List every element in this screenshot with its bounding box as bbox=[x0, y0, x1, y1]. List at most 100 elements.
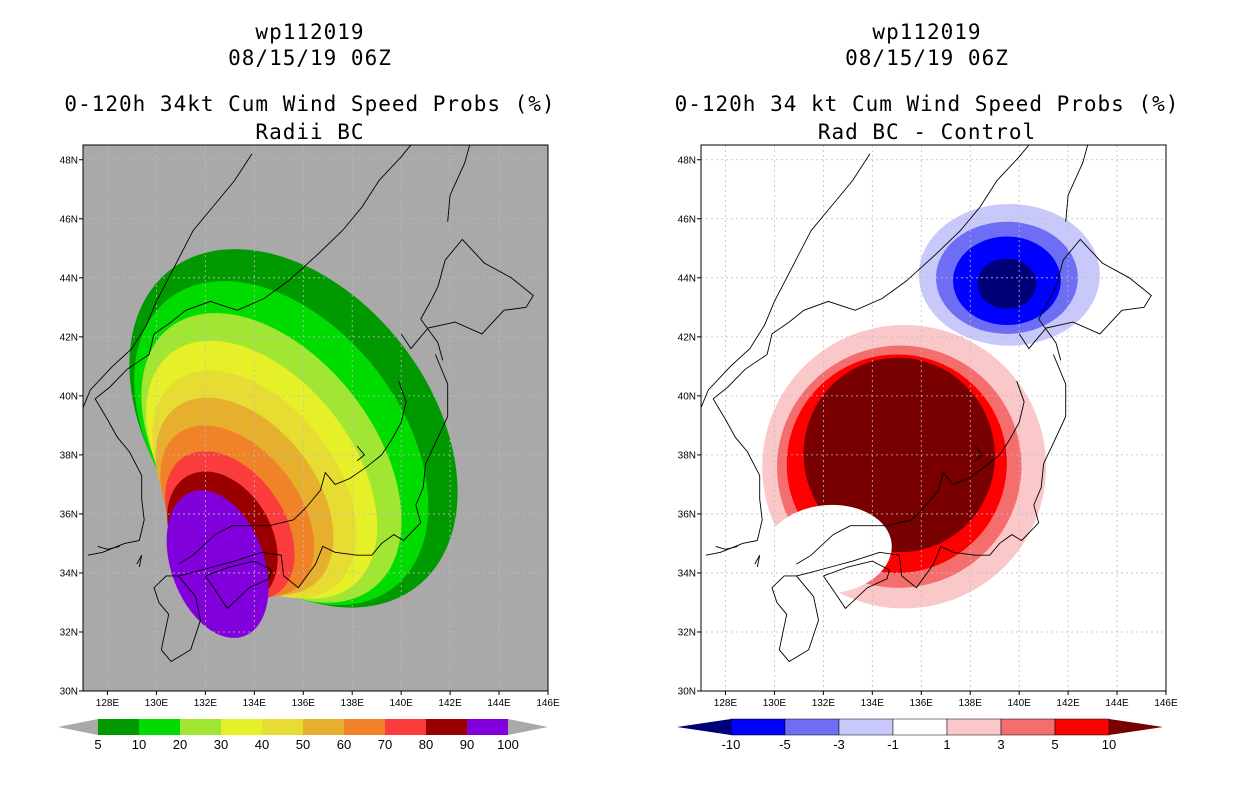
left-coastline bbox=[447, 145, 471, 222]
right-coastline bbox=[754, 554, 761, 568]
left-colorbar-label: 60 bbox=[337, 737, 351, 752]
right-coastline bbox=[712, 321, 790, 541]
left-coastline bbox=[205, 560, 272, 610]
right-subtitle: Rad BC - Control bbox=[817, 120, 1037, 144]
left-lon-tick-label: 142E bbox=[438, 698, 462, 709]
right-coastline bbox=[1065, 145, 1089, 222]
left-colorbar-label: 80 bbox=[419, 737, 433, 752]
right-coastline bbox=[796, 354, 1067, 589]
right-lon-tick-label: 144E bbox=[1105, 698, 1129, 709]
left-lon-tick-label: 144E bbox=[487, 698, 511, 709]
left-lon-tick-label: 134E bbox=[243, 698, 267, 709]
left-lat-tick-label: 40N bbox=[60, 391, 78, 402]
left-lat-tick-label: 44N bbox=[60, 273, 78, 284]
right-lon-tick-label: 142E bbox=[1056, 698, 1080, 709]
left-lat-tick-label: 38N bbox=[60, 450, 78, 461]
right-lon-tick-label: 132E bbox=[812, 698, 836, 709]
left-colorbar-high-arrow bbox=[508, 719, 548, 735]
right-coastline bbox=[715, 545, 738, 550]
right-gridlines bbox=[701, 145, 1166, 691]
right-coastlines bbox=[701, 145, 1152, 663]
left-subtitle: Radii BC bbox=[255, 120, 365, 144]
left-lat-tick-label: 42N bbox=[60, 332, 78, 343]
left-coastline bbox=[170, 145, 412, 323]
right-lon-tick-label: 136E bbox=[910, 698, 934, 709]
left-coastline bbox=[94, 321, 172, 541]
left-coastline bbox=[356, 445, 366, 462]
left-coastline bbox=[136, 554, 143, 568]
left-storm-id: wp112019 bbox=[255, 20, 365, 44]
right-colorbar-label: 1 bbox=[943, 737, 950, 752]
right-lat-tick-label: 42N bbox=[678, 332, 696, 343]
right-lat-tick-label: 32N bbox=[678, 627, 696, 638]
left-gridlines bbox=[83, 145, 548, 691]
left-colorbar-swatch bbox=[426, 719, 467, 735]
right-colorbar-low-arrow bbox=[677, 719, 731, 735]
left-colorbar-swatch bbox=[221, 719, 262, 735]
right-lon-tick-label: 128E bbox=[714, 698, 738, 709]
right-colorbar-swatch bbox=[1054, 718, 1110, 736]
right-lat-tick-label: 48N bbox=[678, 155, 696, 166]
left-colorbar-label: 50 bbox=[296, 737, 310, 752]
right-coastline bbox=[701, 153, 871, 408]
right-colorbar-high-arrow bbox=[1109, 719, 1163, 735]
left-colorbar-swatch bbox=[98, 719, 139, 735]
right-colorbar-swatch bbox=[784, 718, 840, 736]
left-lon-tick-label: 136E bbox=[292, 698, 316, 709]
right-contour-band-3 bbox=[803, 357, 995, 553]
left-colorbar-label: 100 bbox=[497, 737, 519, 752]
right-lon-tick-label: 130E bbox=[763, 698, 787, 709]
left-lon-tick-label: 132E bbox=[194, 698, 218, 709]
right-title: 0-120h 34 kt Cum Wind Speed Probs (%) bbox=[674, 92, 1180, 116]
left-lat-tick-label: 30N bbox=[60, 687, 78, 698]
right-lat-tick-label: 30N bbox=[678, 687, 696, 698]
left-colorbar-swatch bbox=[303, 719, 344, 735]
left-coastline bbox=[83, 153, 253, 408]
right-colorbar-swatch bbox=[892, 718, 948, 736]
right-lon-tick-label: 134E bbox=[861, 698, 885, 709]
left-coastline bbox=[178, 380, 407, 565]
left-lat-tick-label: 46N bbox=[60, 214, 78, 225]
left-lon-tick-label: 130E bbox=[145, 698, 169, 709]
left-lon-tick-label: 146E bbox=[536, 698, 560, 709]
left-colorbar-swatch bbox=[344, 719, 385, 735]
right-lon-tick-label: 140E bbox=[1007, 698, 1031, 709]
left-lon-tick-label: 138E bbox=[341, 698, 365, 709]
left-coastline bbox=[400, 238, 534, 361]
left-lat-tick-label: 34N bbox=[60, 568, 78, 579]
right-lat-tick-label: 34N bbox=[678, 568, 696, 579]
left-colorbar-label: 20 bbox=[173, 737, 187, 752]
right-map-frame bbox=[700, 144, 1167, 692]
left-colorbar-label: 30 bbox=[214, 737, 228, 752]
right-colorbar-label: -3 bbox=[833, 737, 845, 752]
right-lon-tick-label: 138E bbox=[959, 698, 983, 709]
left-title: 0-120h 34kt Cum Wind Speed Probs (%) bbox=[64, 92, 556, 116]
right-coastline bbox=[1018, 238, 1152, 361]
right-colorbar-label: -10 bbox=[722, 737, 741, 752]
left-colorbar-swatch bbox=[262, 719, 303, 735]
left-colorbar-label: 90 bbox=[460, 737, 474, 752]
left-datetime: 08/15/19 06Z bbox=[228, 46, 392, 70]
right-coastline bbox=[788, 145, 1030, 323]
left-colorbar-label: 70 bbox=[378, 737, 392, 752]
left-colorbar-swatch bbox=[180, 719, 221, 735]
right-colorbar-label: -1 bbox=[887, 737, 899, 752]
right-colorbar-swatch bbox=[946, 718, 1002, 736]
left-colorbar-label: 40 bbox=[255, 737, 269, 752]
left-map-frame bbox=[82, 144, 549, 692]
left-coastlines bbox=[83, 145, 534, 663]
right-coastline bbox=[796, 380, 1025, 565]
right-colorbar-swatch bbox=[838, 718, 894, 736]
right-lon-tick-label: 146E bbox=[1154, 698, 1178, 709]
right-datetime: 08/15/19 06Z bbox=[845, 46, 1009, 70]
right-probability-field bbox=[762, 204, 1100, 609]
right-contour-band-4 bbox=[764, 504, 892, 594]
right-colorbar-swatch bbox=[1000, 718, 1056, 736]
right-lat-tick-label: 36N bbox=[678, 509, 696, 520]
right-colorbar-label: -5 bbox=[779, 737, 791, 752]
right-contour-band-8 bbox=[977, 258, 1037, 309]
right-lat-tick-label: 44N bbox=[678, 273, 696, 284]
left-colorbar-low-arrow bbox=[58, 719, 98, 735]
left-colorbar-label: 5 bbox=[94, 737, 101, 752]
